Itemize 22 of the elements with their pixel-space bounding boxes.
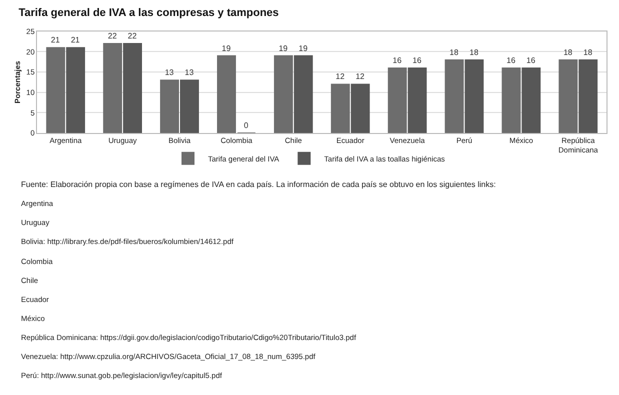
data-label: 19 — [222, 44, 232, 53]
data-label: 21 — [50, 36, 60, 45]
data-label: 19 — [298, 44, 308, 53]
chart-title: Tarifa general de IVA a las compresas y tampones — [18, 6, 279, 19]
data-label: 18 — [583, 48, 593, 57]
data-label: 21 — [70, 36, 80, 45]
data-label: 16 — [392, 56, 402, 65]
data-label: 16 — [506, 56, 516, 65]
data-label: 22 — [128, 32, 138, 41]
data-label: 13 — [184, 68, 194, 78]
source-note: Fuente: Elaboración propia con base a regímenes de IVA en cada país. La información de cada país se obtuvo en los siguientes links: — [21, 180, 496, 189]
data-label: 16 — [412, 56, 422, 65]
data-label: 12 — [356, 72, 366, 82]
data-label: 13 — [164, 68, 174, 78]
data-label: 18 — [563, 48, 573, 57]
data-label: 16 — [526, 56, 536, 65]
data-label: 18 — [450, 48, 460, 57]
data-label: 22 — [108, 32, 118, 41]
data-label: 18 — [469, 48, 479, 57]
data-label: 19 — [278, 44, 288, 53]
data-label: 0 — [244, 120, 249, 130]
data-label: 12 — [336, 72, 346, 82]
